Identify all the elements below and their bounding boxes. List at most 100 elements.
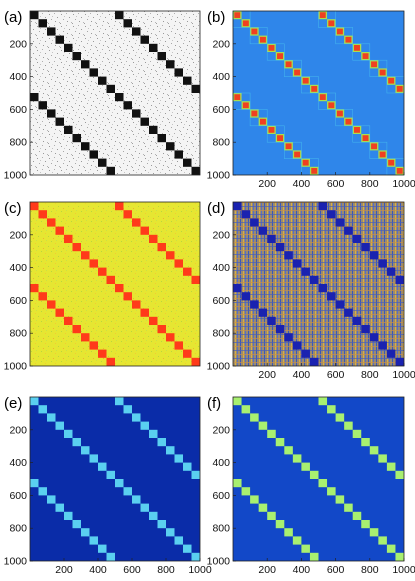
block: [174, 259, 183, 268]
block: [241, 292, 251, 301]
block: [388, 159, 395, 166]
block: [123, 210, 132, 219]
block: [106, 470, 115, 479]
block: [89, 150, 98, 159]
block: [115, 479, 124, 488]
block: [336, 110, 343, 117]
y-tick-label: 400: [9, 71, 27, 83]
block: [309, 470, 319, 479]
block: [191, 470, 200, 479]
y-tick-label: 200: [212, 229, 230, 241]
block: [319, 94, 326, 100]
y-tick-label: 1000: [4, 361, 28, 373]
block: [284, 528, 293, 537]
block: [72, 52, 81, 61]
block: [106, 552, 115, 561]
block: [233, 202, 242, 211]
block: [183, 349, 192, 358]
block: [174, 454, 183, 463]
block: [30, 93, 39, 102]
y-tick-label: 200: [9, 38, 27, 50]
block: [386, 267, 396, 276]
block: [89, 341, 98, 350]
panel-d: 200 400 600 800 1000 200 400 600 800 1000 (d): [207, 200, 415, 381]
block: [55, 421, 64, 430]
block: [140, 226, 149, 235]
block: [149, 234, 158, 243]
block: [353, 127, 360, 133]
block: [132, 495, 141, 504]
block: [258, 421, 268, 430]
panel-b: 200 400 600 800 1000 200 400 600 800 1000 (b): [207, 9, 415, 190]
block: [277, 135, 284, 141]
block: [183, 462, 192, 471]
block: [292, 536, 302, 545]
block: [353, 45, 360, 51]
block: [81, 446, 90, 455]
block: [174, 150, 183, 159]
block-group-outline: [283, 141, 302, 159]
plot-frame: [29, 10, 201, 176]
block: [361, 325, 370, 334]
block: [268, 127, 275, 133]
block: [30, 284, 39, 293]
block: [335, 413, 345, 422]
block: [250, 218, 259, 227]
block: [388, 77, 395, 84]
block: [89, 68, 98, 77]
panel-label: (b): [207, 9, 225, 26]
block: [174, 341, 183, 350]
block: [345, 118, 352, 125]
block: [335, 300, 345, 309]
block: [106, 357, 115, 366]
block: [352, 234, 362, 243]
block: [294, 151, 301, 158]
y-tick-label: 600: [212, 295, 230, 307]
x-tick-label: 600: [327, 178, 345, 190]
x-tick-label: 600: [327, 564, 345, 576]
block: [89, 454, 98, 463]
block: [379, 69, 386, 76]
block: [89, 259, 98, 268]
block: [132, 27, 141, 36]
block: [369, 251, 379, 260]
block: [47, 218, 56, 227]
block: [361, 243, 370, 252]
panel-f: 200 400 600 800 1000 200 400 600 800 1000 (f): [207, 395, 415, 576]
block: [115, 11, 124, 20]
block: [233, 397, 242, 406]
panel-e: 200 400 600 800 1000 200 400 600 800 1000 (e): [4, 395, 212, 576]
panel-label: (a): [4, 9, 22, 26]
block: [378, 259, 387, 268]
block: [157, 243, 166, 252]
block: [123, 19, 132, 28]
block: [98, 349, 107, 358]
block: [106, 275, 115, 284]
block: [251, 28, 258, 35]
x-tick-label: 600: [327, 369, 345, 381]
block: [64, 43, 73, 52]
block: [267, 429, 276, 438]
block: [395, 357, 404, 366]
block: [318, 397, 328, 406]
block-group-outline: [266, 43, 285, 61]
block: [234, 12, 241, 18]
block: [149, 125, 158, 134]
block: [386, 544, 396, 553]
block: [344, 226, 353, 235]
block: [318, 202, 328, 211]
block: [328, 102, 335, 109]
block: [369, 333, 379, 342]
block: [309, 275, 319, 284]
block: [98, 267, 107, 276]
x-tick-label: 800: [361, 564, 379, 576]
block: [378, 536, 387, 545]
block: [327, 487, 336, 496]
block: [166, 528, 175, 537]
block: [302, 77, 309, 84]
block: [259, 36, 266, 43]
block: [55, 35, 64, 44]
panel-a: 200 400 600 800 1000 (a): [4, 9, 201, 182]
block: [302, 159, 309, 166]
